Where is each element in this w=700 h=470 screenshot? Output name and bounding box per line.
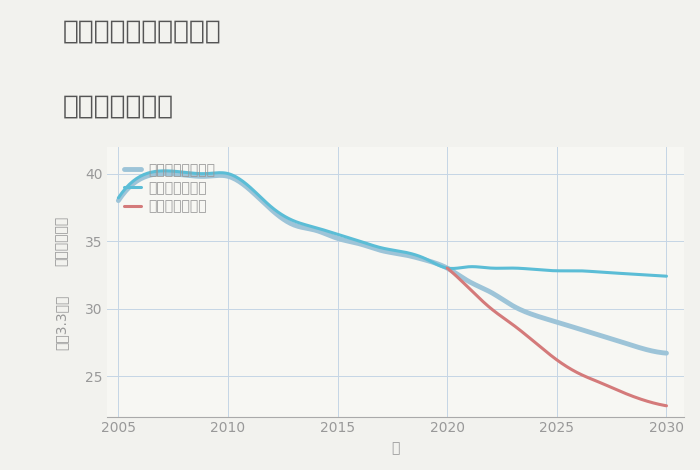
グッドシナリオ [114,195,122,201]
Line: グッドシナリオ: グッドシナリオ [118,171,666,276]
ノーマルシナリオ [662,350,671,356]
バッドシナリオ [642,398,650,404]
ノーマルシナリオ [116,195,125,201]
ノーマルシナリオ [452,270,460,276]
Text: 坪（3.3㎡）: 坪（3.3㎡） [55,294,69,350]
バッドシナリオ [444,266,452,272]
Text: 岐阜県岐阜市高森町の: 岐阜県岐阜市高森町の [63,19,222,45]
Text: 土地の価格推移: 土地の価格推移 [63,94,174,120]
ノーマルシナリオ [440,264,449,270]
バッドシナリオ [573,370,581,376]
グッドシナリオ [452,266,460,271]
バッドシナリオ [662,403,671,408]
バッドシナリオ [578,372,586,377]
グッドシナリオ [160,168,169,174]
Line: バッドシナリオ: バッドシナリオ [447,268,666,406]
ノーマルシナリオ [114,198,122,204]
ノーマルシナリオ [160,171,169,176]
X-axis label: 年: 年 [391,441,400,455]
ノーマルシナリオ [442,265,451,271]
バッドシナリオ [628,393,636,399]
グッドシナリオ [442,265,451,271]
グッドシナリオ [612,270,621,276]
バッドシナリオ [443,265,452,271]
ノーマルシナリオ [578,327,587,333]
グッドシナリオ [440,265,449,270]
Legend: ノーマルシナリオ, グッドシナリオ, バッドシナリオ: ノーマルシナリオ, グッドシナリオ, バッドシナリオ [120,159,219,218]
Line: ノーマルシナリオ: ノーマルシナリオ [118,173,666,353]
ノーマルシナリオ [612,338,621,344]
グッドシナリオ [662,274,671,279]
バッドシナリオ [573,370,582,376]
Text: 単価（万円）: 単価（万円） [55,216,69,266]
グッドシナリオ [116,192,125,198]
グッドシナリオ [578,268,587,274]
